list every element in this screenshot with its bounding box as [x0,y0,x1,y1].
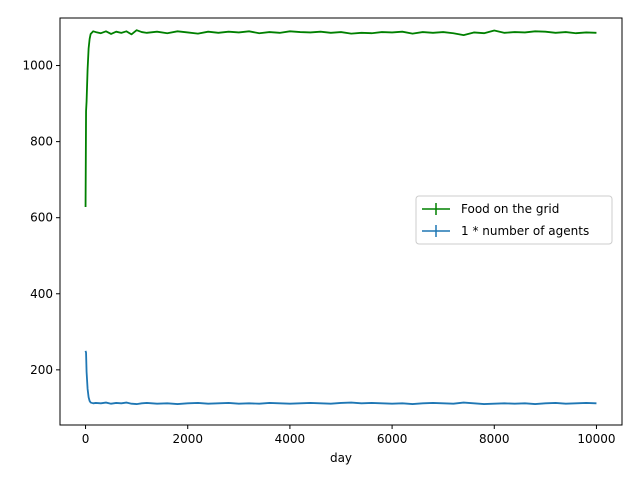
x-tick-label: 2000 [172,432,203,446]
legend-box [415,195,613,245]
series-layer [84,29,597,405]
y-tick-label: 400 [30,287,53,301]
y-tick-label: 800 [30,135,53,149]
x-axis-ticks: 0 2000 4000 6000 8000 10000 [82,425,616,446]
x-axis-label: day [330,451,352,465]
y-tick-label: 200 [30,363,53,377]
y-tick-label: 1000 [22,59,53,73]
x-tick-label: 8000 [479,432,510,446]
x-tick-label: 6000 [377,432,408,446]
x-tick-label: 4000 [275,432,306,446]
y-tick-label: 600 [30,211,53,225]
legend: Food on the grid 1 * number of agents [415,195,613,245]
y-axis-ticks: 200 400 600 800 1000 [22,59,60,377]
x-tick-label: 0 [82,432,90,446]
series-line-food [84,29,597,208]
series-line-agents [84,350,597,405]
legend-label-food: Food on the grid [461,202,559,216]
plot-frame [59,17,623,426]
legend-label-agents: 1 * number of agents [461,224,589,238]
x-tick-label: 10000 [577,432,615,446]
